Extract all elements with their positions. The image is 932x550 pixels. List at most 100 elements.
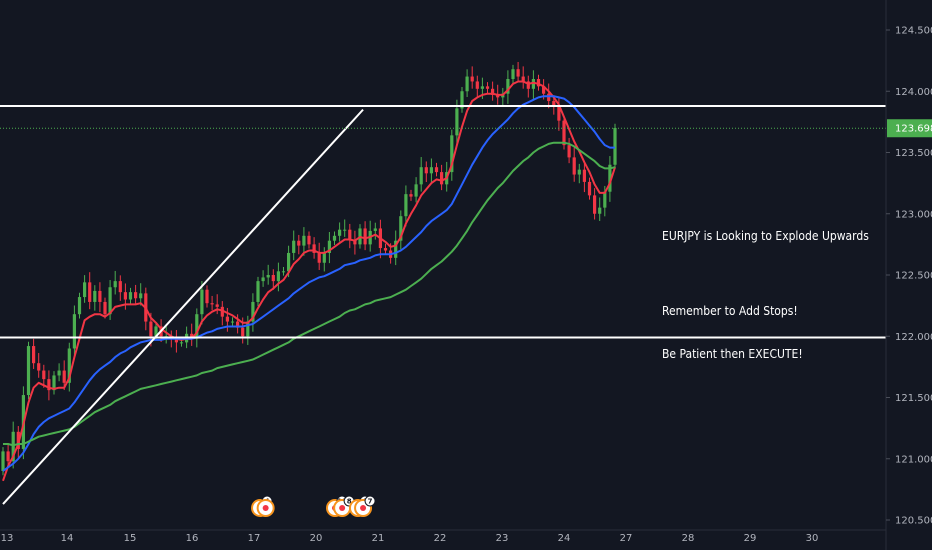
- candle-body: [108, 287, 112, 315]
- candle-body: [297, 240, 301, 246]
- candle-body: [547, 93, 551, 102]
- candle-body: [256, 281, 260, 302]
- candle-body: [225, 316, 229, 322]
- annotation-text-1[interactable]: EURJPY is Looking to Explode Upwards: [662, 229, 869, 243]
- candle-body: [572, 157, 576, 175]
- price-tick-label: 123.000: [895, 209, 932, 220]
- candle-body: [32, 346, 36, 364]
- candle-body: [434, 167, 439, 173]
- candle-body: [215, 304, 219, 307]
- candle-body: [511, 69, 515, 79]
- candle-body: [88, 282, 92, 302]
- annotation-text-3[interactable]: Be Patient then EXECUTE!: [662, 347, 803, 361]
- candle-body: [552, 101, 556, 106]
- candle-body: [6, 451, 10, 462]
- candle-body: [460, 91, 464, 109]
- candle-body: [496, 94, 500, 98]
- candle-body: [118, 281, 122, 293]
- price-tick-label: 121.500: [895, 393, 932, 404]
- candle-body: [236, 321, 240, 328]
- candle-body: [608, 164, 612, 192]
- candle-body: [93, 290, 97, 302]
- moving-average-line-1[interactable]: [2, 80, 616, 482]
- time-tick-label: 14: [61, 533, 74, 544]
- candle-body: [72, 314, 76, 349]
- candle-body: [149, 321, 153, 337]
- candle-body: [241, 327, 245, 337]
- candle-body: [353, 239, 357, 245]
- event-count: 8: [347, 498, 352, 506]
- candle-body: [67, 348, 71, 383]
- candle-body: [179, 342, 184, 344]
- price-tick-label: 120.500: [895, 516, 932, 527]
- candle-body: [516, 69, 520, 77]
- candle-body: [42, 370, 46, 380]
- candle-body: [98, 290, 102, 302]
- candle-body: [332, 235, 337, 241]
- time-tick-label: 27: [620, 533, 633, 544]
- candle-body: [292, 240, 296, 253]
- time-tick-label: 16: [186, 533, 199, 544]
- candle-body: [404, 194, 408, 217]
- candle-body: [312, 244, 316, 253]
- candle-body: [419, 167, 423, 185]
- event-count-bubble: [364, 495, 376, 507]
- candle-body: [338, 229, 342, 236]
- candle-body: [103, 301, 107, 315]
- candle-body: [57, 370, 61, 376]
- candle-body: [373, 228, 377, 231]
- candle-body: [307, 235, 311, 245]
- candle-body: [1, 451, 5, 471]
- candle-body: [276, 271, 280, 282]
- candle-body: [429, 167, 433, 174]
- candle-body: [348, 229, 352, 240]
- ascending-trendline[interactable]: [2, 108, 364, 505]
- candle-body: [174, 338, 178, 343]
- candle-body: [542, 86, 546, 94]
- candle-body: [613, 128, 617, 165]
- candle-body: [424, 167, 428, 174]
- candle-body: [123, 292, 127, 300]
- candle-body: [317, 252, 321, 263]
- moving-average-line-3[interactable]: [3, 141, 616, 447]
- moving-average-line-2[interactable]: [2, 95, 615, 472]
- candle-body: [409, 194, 413, 197]
- candle-body: [128, 292, 133, 300]
- annotation-text-2[interactable]: Remember to Add Stops!: [662, 304, 798, 318]
- candle-body: [465, 76, 469, 92]
- candle-body: [440, 172, 444, 185]
- candle-body: [230, 321, 235, 323]
- candle-body: [220, 306, 224, 317]
- candle-body: [521, 76, 525, 82]
- candle-body: [139, 293, 143, 299]
- candle-body: [47, 379, 51, 391]
- time-tick-label: 28: [682, 533, 695, 544]
- price-axis[interactable]: 124.500 124.000 123.500 123.000 122.500 122.0…: [886, 26, 932, 527]
- candle-body: [322, 252, 326, 263]
- time-tick-label: 20: [310, 533, 323, 544]
- candle-body: [52, 375, 56, 391]
- candle-body: [205, 289, 209, 304]
- time-tick-label: 22: [434, 533, 447, 544]
- candle-body: [557, 105, 561, 121]
- candle-body: [154, 326, 158, 337]
- price-tick-label: 124.000: [895, 87, 932, 98]
- price-tick-label: 122.000: [895, 332, 932, 343]
- drawings-layer[interactable]: [0, 104, 886, 505]
- candle-body: [302, 235, 306, 246]
- candle-body: [455, 108, 459, 136]
- candle-body: [603, 191, 607, 208]
- time-tick-label: 23: [496, 533, 509, 544]
- candle-body: [77, 297, 82, 315]
- candle-body: [450, 135, 454, 173]
- candle-body: [383, 248, 388, 251]
- event-badges-layer[interactable]: 410867: [251, 495, 376, 517]
- annotations-layer[interactable]: EURJPY is Looking to Explode Upwards Reme…: [662, 229, 869, 361]
- event-badge-dot: [360, 505, 367, 511]
- time-axis[interactable]: 13 14 15 16 17 20 21 22 23 24 27 28 29 30: [1, 533, 819, 544]
- time-tick-label: 15: [124, 533, 137, 544]
- candle-body: [485, 86, 490, 89]
- price-tick-label: 121.000: [895, 454, 932, 465]
